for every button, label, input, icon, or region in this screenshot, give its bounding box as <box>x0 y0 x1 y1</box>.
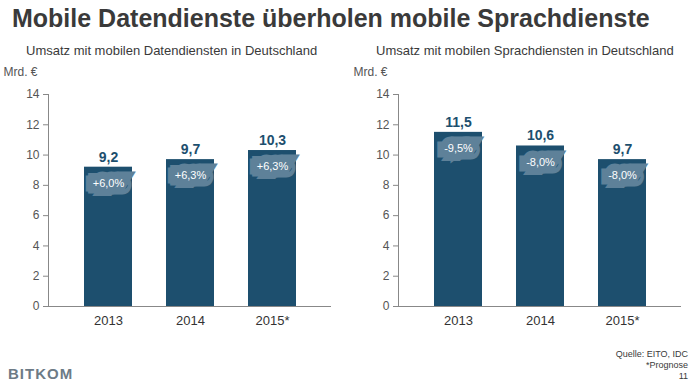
svg-text:10: 10 <box>26 148 40 162</box>
svg-text:2015*: 2015* <box>606 313 640 328</box>
svg-text:4: 4 <box>33 239 40 253</box>
svg-text:11,5: 11,5 <box>445 114 472 130</box>
svg-text:14: 14 <box>376 87 390 101</box>
html-text:Umsatz mit mobilen Datendienst: Umsatz mit mobilen Datendiensten in Deut… <box>26 43 318 58</box>
svg-text:2015*: 2015* <box>256 313 290 328</box>
svg-text:Mrd. €: Mrd. € <box>354 65 388 79</box>
svg-text:-8,0%: -8,0% <box>526 156 555 168</box>
svg-text:2013: 2013 <box>94 313 123 328</box>
svg-text:2: 2 <box>33 269 40 283</box>
svg-text:6: 6 <box>33 208 40 222</box>
svg-text:14: 14 <box>26 87 40 101</box>
svg-text:10,6: 10,6 <box>527 127 554 143</box>
svg-text:6: 6 <box>383 208 390 222</box>
svg-text:Mrd. €: Mrd. € <box>4 65 38 79</box>
svg-text:0: 0 <box>383 299 390 313</box>
svg-text:2014: 2014 <box>526 313 555 328</box>
svg-text:9,2: 9,2 <box>99 149 119 165</box>
html-text:BITKOM: BITKOM <box>8 365 74 382</box>
svg-text:12: 12 <box>26 118 40 132</box>
svg-text:9,7: 9,7 <box>613 141 633 157</box>
svg-text:+6,3%: +6,3% <box>175 169 207 181</box>
svg-text:2014: 2014 <box>176 313 205 328</box>
svg-text:10,3: 10,3 <box>259 132 286 148</box>
svg-text:-9,5%: -9,5% <box>444 142 473 154</box>
svg-text:2013: 2013 <box>444 313 473 328</box>
html-text:Mobile Datendienste überholen: Mobile Datendienste überholen mobile Spr… <box>12 4 650 32</box>
svg-text:-8,0%: -8,0% <box>608 169 637 181</box>
svg-text:8: 8 <box>33 178 40 192</box>
html-text:*Prognose: *Prognose <box>646 360 688 370</box>
html-text:11: 11 <box>678 371 688 381</box>
svg-text:4: 4 <box>383 239 390 253</box>
html-text:Quelle: EITO, IDC: Quelle: EITO, IDC <box>615 349 688 359</box>
svg-text:12: 12 <box>376 118 390 132</box>
svg-text:0: 0 <box>33 299 40 313</box>
svg-text:8: 8 <box>383 178 390 192</box>
svg-text:10: 10 <box>376 148 390 162</box>
svg-text:2: 2 <box>383 269 390 283</box>
html-text:Umsatz mit mobilen Sprachdiens: Umsatz mit mobilen Sprachdiensten in Deu… <box>376 43 674 58</box>
svg-text:+6,0%: +6,0% <box>93 177 125 189</box>
svg-text:9,7: 9,7 <box>181 141 201 157</box>
svg-text:+6,3%: +6,3% <box>257 160 289 172</box>
